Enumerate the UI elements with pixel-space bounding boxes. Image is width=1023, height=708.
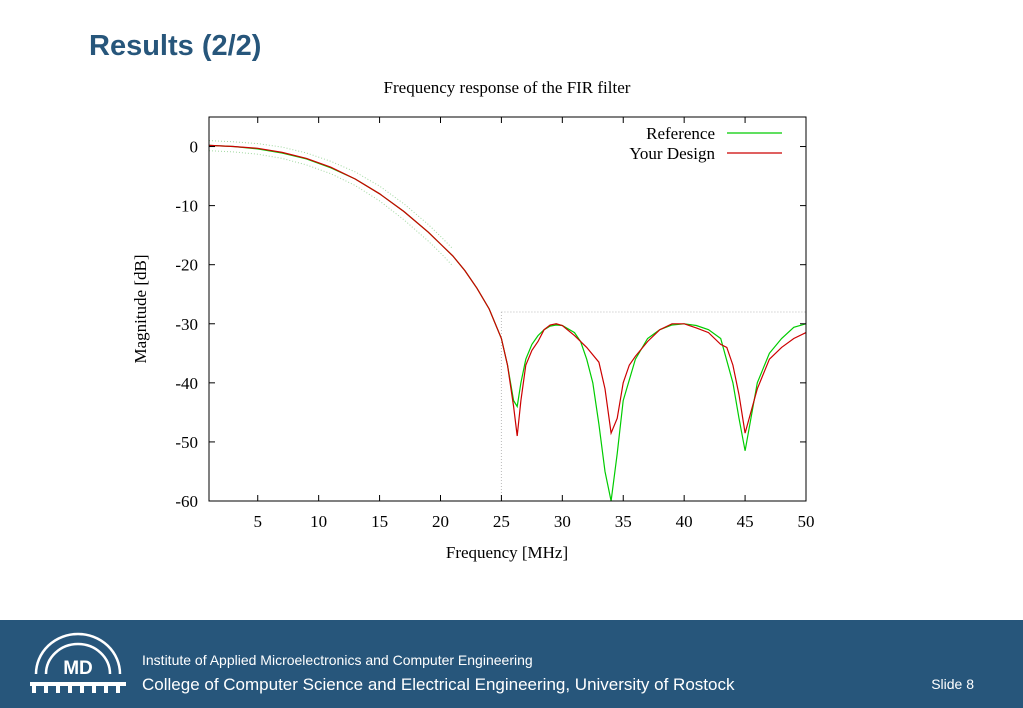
college-name: College of Computer Science and Electric…	[142, 675, 735, 694]
x-axis-label: Frequency [MHz]	[446, 543, 568, 562]
tolerance-guides	[208, 140, 806, 501]
passband-lower-guide	[208, 150, 454, 267]
chart-title: Frequency response of the FIR filter	[384, 78, 631, 97]
legend-label: Reference	[646, 124, 715, 143]
slide-number: Slide 8	[931, 676, 974, 692]
x-tick-label: 35	[615, 512, 632, 531]
passband-upper-guide	[208, 140, 454, 250]
y-tick-label: -30	[175, 315, 198, 334]
institute-logo: MD	[30, 632, 126, 693]
y-tick-label: -10	[175, 197, 198, 216]
logo-text: MD	[63, 658, 93, 679]
institute-name: Institute of Applied Microelectronics an…	[142, 652, 533, 668]
x-tick-label: 45	[737, 512, 754, 531]
x-tick-label: 15	[371, 512, 388, 531]
frequency-response-chart: Frequency response of the FIR filter 5 10…	[131, 78, 815, 562]
axis-tick-labels: 5 10 15 20 25 30 35 40 45 50 0 -10 -20 -30 -40 -50 -60	[175, 138, 814, 531]
x-tick-label: 40	[676, 512, 693, 531]
legend-label: Your Design	[629, 144, 715, 163]
plot-frame	[208, 116, 807, 502]
series-line-your-design	[209, 144, 806, 437]
y-tick-label: -50	[175, 433, 198, 452]
x-tick-label: 50	[798, 512, 815, 531]
series-lines	[209, 144, 806, 501]
x-tick-label: 20	[432, 512, 449, 531]
axis-ticks	[209, 117, 807, 502]
slide-title: Results (2/2)	[89, 30, 262, 62]
x-tick-label: 5	[253, 512, 262, 531]
y-tick-label: 0	[190, 138, 199, 157]
y-tick-label: -60	[175, 492, 198, 511]
y-tick-label: -20	[175, 256, 198, 275]
series-line-reference	[209, 144, 806, 501]
y-tick-label: -40	[175, 374, 198, 393]
x-tick-label: 30	[554, 512, 571, 531]
x-tick-label: 10	[310, 512, 327, 531]
footer-bar: MD Institute of Applied Microelectronics…	[0, 620, 1023, 708]
x-tick-label: 25	[493, 512, 510, 531]
y-axis-label: Magnitude [dB]	[131, 254, 150, 363]
